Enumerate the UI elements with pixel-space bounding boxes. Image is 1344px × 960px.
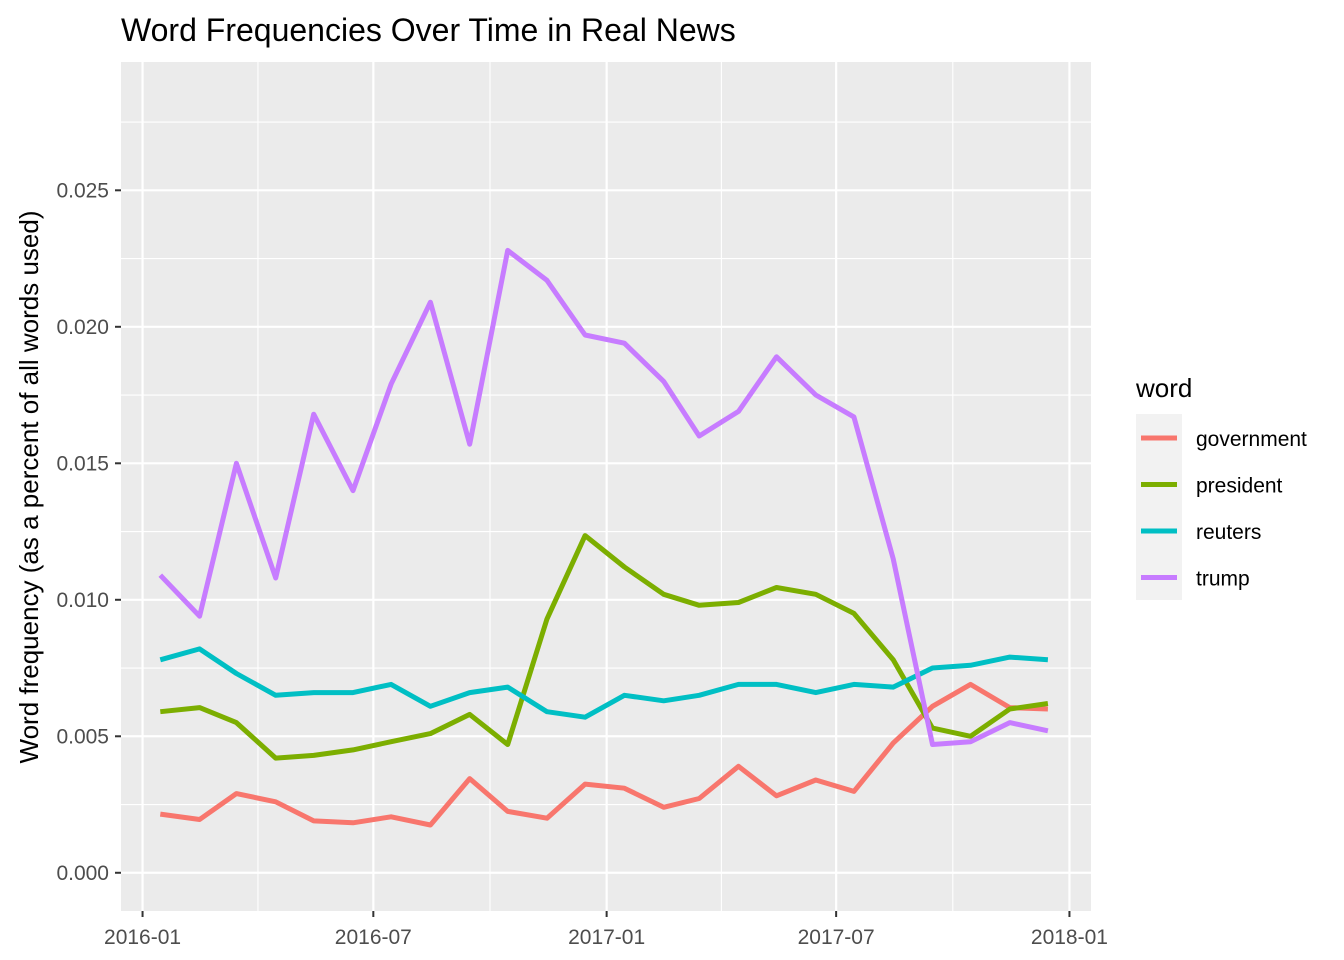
y-tick-label: 0.020 [56,316,109,339]
legend-title: word [1135,373,1192,403]
y-tick-label: 0.015 [56,452,109,475]
x-tick-label: 2017-01 [568,926,645,949]
major-gridlines [121,62,1091,911]
y-tick-label: 0.000 [56,862,109,885]
y-axis: 0.000 0.005 0.010 0.015 0.020 0.025 [56,179,121,885]
x-tick-label: 2018-01 [1031,926,1108,949]
legend-label: government [1196,428,1307,451]
y-tick-label: 0.005 [56,725,109,748]
series-line-president [160,533,1049,761]
chart-title: Word Frequencies Over Time in Real News [121,12,736,48]
legend-label: trump [1196,568,1250,591]
x-tick-label: 2017-07 [798,926,875,949]
series-line-reuters [159,646,1049,720]
legend: word government president reuters trump [1135,373,1307,600]
legend-label: president [1196,475,1283,498]
series-line-trump [158,247,1049,747]
legend-label: reuters [1196,521,1261,544]
x-tick-label: 2016-07 [335,926,412,949]
series-lines [158,247,1049,828]
series-line-government [159,681,1048,828]
legend-key-background [1136,414,1182,600]
y-tick-label: 0.025 [56,179,109,202]
y-axis-title: Word frequency (as a percent of all word… [14,210,44,763]
x-axis: 2016-01 2016-07 2017-01 2017-07 2018-01 [104,911,1108,949]
y-tick-label: 0.010 [56,589,109,612]
x-tick-label: 2016-01 [104,926,181,949]
